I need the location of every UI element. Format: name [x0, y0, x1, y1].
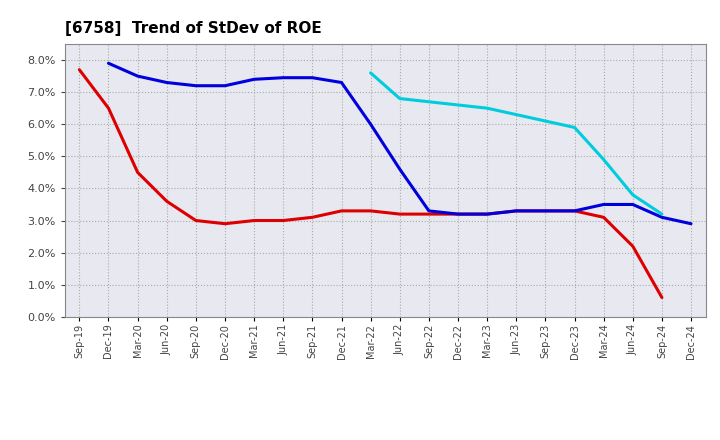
Legend: 3 Years, 5 Years, 7 Years, 10 Years: 3 Years, 5 Years, 7 Years, 10 Years: [194, 437, 576, 440]
Text: [6758]  Trend of StDev of ROE: [6758] Trend of StDev of ROE: [65, 21, 322, 36]
